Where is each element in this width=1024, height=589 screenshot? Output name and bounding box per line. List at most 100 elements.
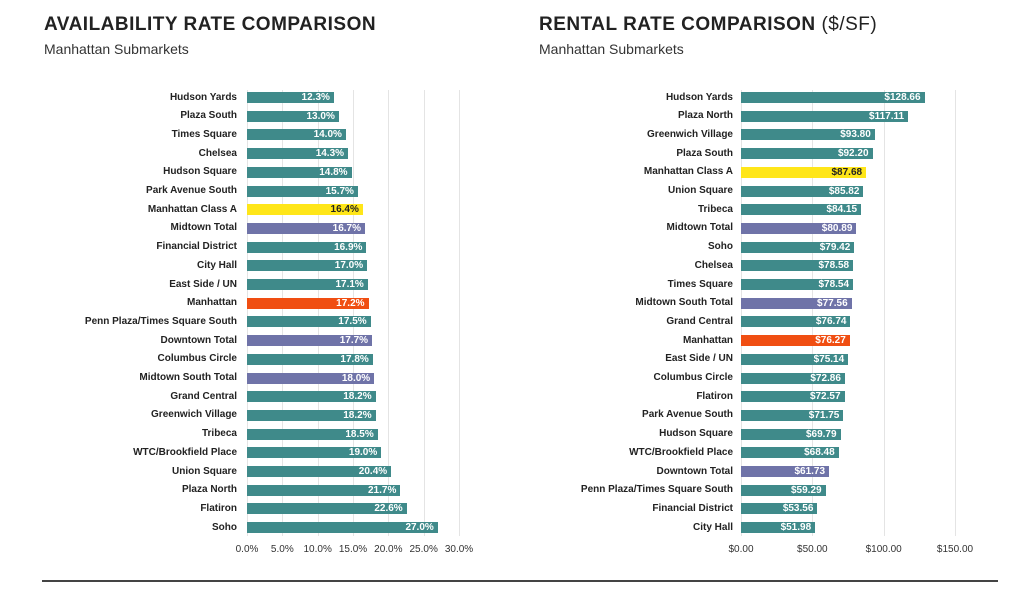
gridline	[282, 90, 284, 536]
data-label: $59.29	[790, 484, 822, 496]
category-label: Manhattan Class A	[147, 203, 237, 215]
data-label: 18.0%	[341, 372, 371, 384]
data-label: $78.58	[818, 260, 850, 272]
data-label: 17.7%	[339, 335, 369, 347]
category-label: Manhattan	[187, 297, 237, 309]
data-label: $76.74	[815, 316, 847, 328]
category-label: Financial District	[156, 241, 237, 253]
bar: $69.79	[741, 428, 841, 440]
data-label: $72.57	[809, 391, 841, 403]
bar: 14.3%	[247, 148, 349, 160]
data-label: $51.98	[780, 522, 812, 534]
category-label: Soho	[212, 521, 237, 533]
data-label: $84.15	[826, 204, 858, 216]
category-label: Columbus Circle	[157, 353, 237, 365]
x-tick-label: 0.0%	[235, 544, 259, 555]
x-tick-label: $100.00	[865, 544, 902, 555]
data-label: $69.79	[805, 428, 837, 440]
data-label: 18.5%	[345, 428, 374, 440]
bar: 17.7%	[247, 335, 373, 347]
category-label: Grand Central	[170, 390, 237, 402]
category-label: Grand Central	[666, 315, 733, 327]
bar: 13.0%	[247, 110, 339, 122]
data-label: $61.73	[794, 466, 826, 477]
data-label: $87.68	[831, 166, 863, 178]
category-label: Manhattan Class A	[643, 166, 733, 178]
bar: $59.29	[741, 484, 826, 496]
category-label: Chelsea	[198, 147, 237, 159]
rental-title-suffix: ($/SF)	[821, 14, 878, 35]
data-label: $79.42	[819, 241, 851, 253]
x-tick-label: 10.0%	[303, 544, 332, 555]
bar: $77.56	[741, 297, 852, 309]
category-label: Flatiron	[200, 502, 237, 514]
data-label: 13.0%	[306, 110, 335, 122]
bar: 15.7%	[247, 185, 358, 197]
bar: 17.1%	[247, 279, 368, 290]
category-label: East Side / UN	[169, 278, 237, 290]
category-label: Chelsea	[694, 259, 733, 271]
data-label: 12.3%	[301, 92, 330, 103]
category-label: Greenwich Village	[151, 409, 237, 421]
category-label: Park Avenue South	[146, 185, 237, 196]
bar: 18.2%	[247, 409, 376, 421]
bar: $128.66	[741, 92, 925, 103]
category-label: Penn Plaza/Times Square South	[580, 484, 733, 496]
category-label: Financial District	[652, 502, 733, 514]
data-label: 21.7%	[367, 484, 397, 496]
gridline	[423, 90, 425, 536]
category-label: Union Square	[171, 465, 237, 477]
category-label: WTC/Brookfield Place	[629, 446, 733, 458]
bar: $93.80	[741, 129, 875, 141]
gridline	[883, 90, 885, 536]
category-label: Plaza South	[180, 110, 237, 122]
category-label: Columbus Circle	[653, 372, 733, 383]
data-label: 27.0%	[405, 522, 434, 534]
data-label: 17.2%	[336, 297, 365, 309]
data-label: $128.66	[884, 92, 921, 103]
bar: 16.9%	[247, 241, 367, 253]
bar: 17.0%	[247, 260, 368, 272]
data-label: 18.2%	[343, 409, 372, 421]
data-label: 17.5%	[338, 316, 367, 328]
x-tick-label: $150.00	[936, 544, 974, 555]
bar: $84.15	[741, 204, 862, 216]
category-label: Plaza North	[181, 484, 237, 496]
gridline	[741, 90, 742, 536]
gridline	[812, 90, 814, 536]
bar: $72.57	[741, 391, 845, 403]
bar: 14.8%	[247, 166, 352, 178]
bar: $117.11	[741, 110, 909, 122]
x-tick-label: 25.0%	[409, 544, 438, 555]
bar: $61.73	[741, 466, 830, 477]
data-label: $85.82	[828, 185, 860, 197]
bar: 14.0%	[247, 129, 346, 141]
data-label: $92.20	[837, 148, 869, 160]
data-label: $117.11	[869, 110, 905, 122]
bottom-divider	[42, 580, 998, 582]
availability-subtitle: Manhattan Submarkets	[44, 41, 189, 57]
bar: $78.58	[741, 260, 854, 272]
data-label: $53.56	[782, 503, 814, 515]
bar: 22.6%	[247, 503, 407, 515]
category-label: WTC/Brookfield Place	[133, 446, 237, 458]
category-label: Greenwich Village	[647, 128, 733, 140]
data-label: $72.86	[810, 372, 841, 384]
data-label: 14.8%	[319, 166, 348, 178]
category-label: Downtown Total	[160, 334, 237, 346]
data-label: $78.54	[818, 279, 850, 290]
category-label: Tribeca	[697, 203, 733, 215]
category-label: Plaza North	[677, 110, 733, 122]
data-label: 14.3%	[315, 148, 345, 160]
category-label: Park Avenue South	[642, 409, 733, 421]
data-label: 17.8%	[340, 353, 369, 365]
data-label: $80.89	[821, 222, 853, 234]
data-label: 16.4%	[330, 204, 359, 216]
category-label: Times Square	[171, 128, 237, 140]
bar: 17.2%	[247, 297, 369, 309]
bar: 21.7%	[247, 484, 401, 496]
category-label: Midtown Total	[666, 222, 733, 234]
bar: 17.8%	[247, 353, 373, 365]
data-label: $75.14	[813, 353, 845, 365]
data-label: 15.7%	[325, 185, 354, 197]
